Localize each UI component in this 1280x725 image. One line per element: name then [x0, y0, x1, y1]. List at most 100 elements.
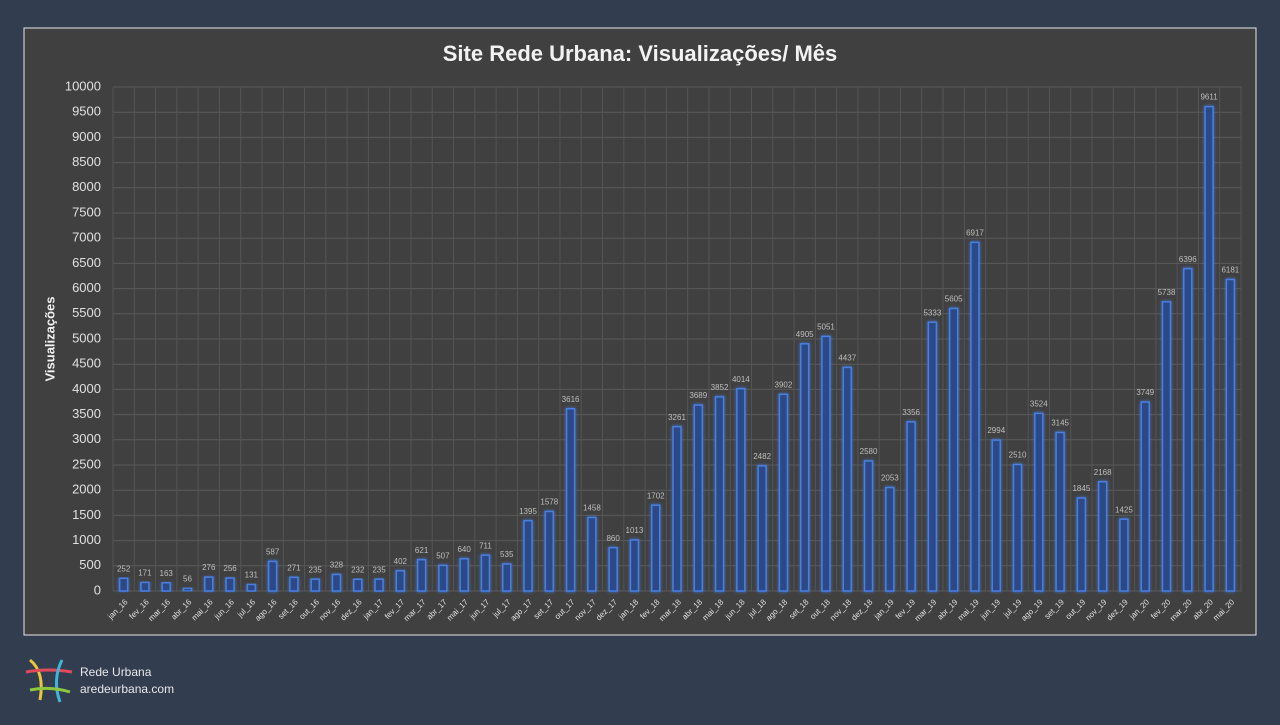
y-tick-label: 6000	[72, 280, 101, 295]
bar	[693, 404, 704, 592]
bar	[991, 439, 1001, 592]
data-label: 6396	[1179, 255, 1197, 264]
y-tick-label: 5000	[72, 330, 101, 345]
data-label: 3356	[902, 408, 920, 417]
bar	[1183, 267, 1193, 592]
footer-brand: Rede Urbana	[80, 665, 152, 679]
bar	[544, 510, 555, 592]
data-label: 621	[415, 546, 429, 555]
data-label: 402	[394, 557, 408, 566]
data-label: 232	[351, 565, 365, 574]
data-label: 256	[223, 564, 237, 573]
bar	[289, 576, 299, 592]
data-label: 4014	[732, 375, 750, 384]
bar	[1012, 463, 1023, 592]
data-label: 2482	[753, 452, 771, 461]
bar	[140, 581, 150, 592]
footer-site: aredeurbana.com	[80, 682, 174, 696]
bar	[927, 321, 938, 592]
y-tick-label: 3000	[72, 431, 101, 446]
data-label: 3852	[711, 383, 729, 392]
data-label: 3524	[1030, 399, 1048, 408]
y-tick-label: 8500	[72, 154, 101, 169]
data-label: 2168	[1094, 468, 1112, 477]
data-label: 535	[500, 550, 514, 559]
chart-area	[23, 27, 1257, 636]
bar	[842, 366, 853, 592]
data-label: 3902	[775, 380, 793, 389]
data-label: 131	[245, 571, 259, 580]
bar	[225, 577, 235, 592]
data-label: 3749	[1136, 388, 1154, 397]
bar	[246, 583, 257, 592]
y-tick-label: 6500	[72, 255, 101, 270]
bar	[885, 486, 895, 592]
bar	[565, 408, 576, 592]
y-tick-label: 9000	[72, 129, 101, 144]
bar	[1204, 105, 1214, 592]
bar	[587, 516, 597, 592]
data-label: 276	[202, 563, 216, 572]
data-label: 252	[117, 564, 131, 573]
data-label: 3616	[562, 395, 580, 404]
data-label: 9611	[1200, 93, 1218, 102]
y-tick-label: 2500	[72, 456, 101, 471]
bar	[438, 564, 448, 592]
bar	[714, 396, 725, 592]
bar	[374, 578, 384, 592]
data-label: 1013	[626, 526, 644, 535]
bar	[863, 460, 874, 592]
bar	[480, 554, 491, 592]
data-label: 1425	[1115, 505, 1133, 514]
y-tick-label: 1000	[72, 532, 101, 547]
bar	[331, 573, 342, 592]
bar	[948, 307, 959, 592]
data-label: 2510	[1009, 451, 1027, 460]
y-tick-label: 10000	[65, 78, 101, 93]
y-tick-label: 500	[79, 557, 101, 572]
data-label: 56	[183, 574, 192, 583]
data-label: 6181	[1221, 266, 1239, 275]
data-label: 2580	[860, 447, 878, 456]
logo	[25, 658, 73, 703]
bar	[906, 421, 916, 592]
y-axis-label: Visualizações	[42, 296, 57, 381]
bar	[821, 335, 831, 592]
bar	[501, 563, 512, 592]
y-tick-label: 7500	[72, 204, 101, 219]
data-label: 271	[287, 563, 301, 572]
data-label: 235	[372, 565, 386, 574]
data-label: 3145	[1051, 419, 1069, 428]
bar	[1055, 431, 1065, 592]
bar	[970, 241, 980, 592]
y-tick-label: 7000	[72, 230, 101, 245]
y-tick-label: 8000	[72, 179, 101, 194]
bar	[1119, 518, 1129, 592]
data-label: 5605	[945, 295, 963, 304]
bar	[161, 582, 171, 592]
data-label: 587	[266, 548, 280, 557]
bar	[267, 560, 278, 592]
y-tick-label: 9500	[72, 104, 101, 119]
data-label: 2053	[881, 474, 899, 483]
bar	[459, 557, 469, 592]
data-label: 328	[330, 561, 344, 570]
bar	[395, 569, 406, 592]
y-tick-label: 5500	[72, 305, 101, 320]
data-label: 171	[138, 568, 152, 577]
bar	[182, 587, 193, 592]
bar	[799, 343, 810, 592]
bar	[416, 558, 427, 592]
bar	[118, 577, 129, 592]
y-tick-label: 4500	[72, 356, 101, 371]
bar	[629, 539, 640, 592]
bar	[757, 465, 767, 592]
bar	[353, 578, 363, 592]
data-label: 711	[479, 541, 492, 550]
bar	[1034, 412, 1044, 592]
data-label: 5738	[1158, 288, 1176, 297]
data-label: 640	[457, 545, 471, 554]
bar	[1140, 401, 1150, 592]
data-label: 163	[160, 569, 174, 578]
